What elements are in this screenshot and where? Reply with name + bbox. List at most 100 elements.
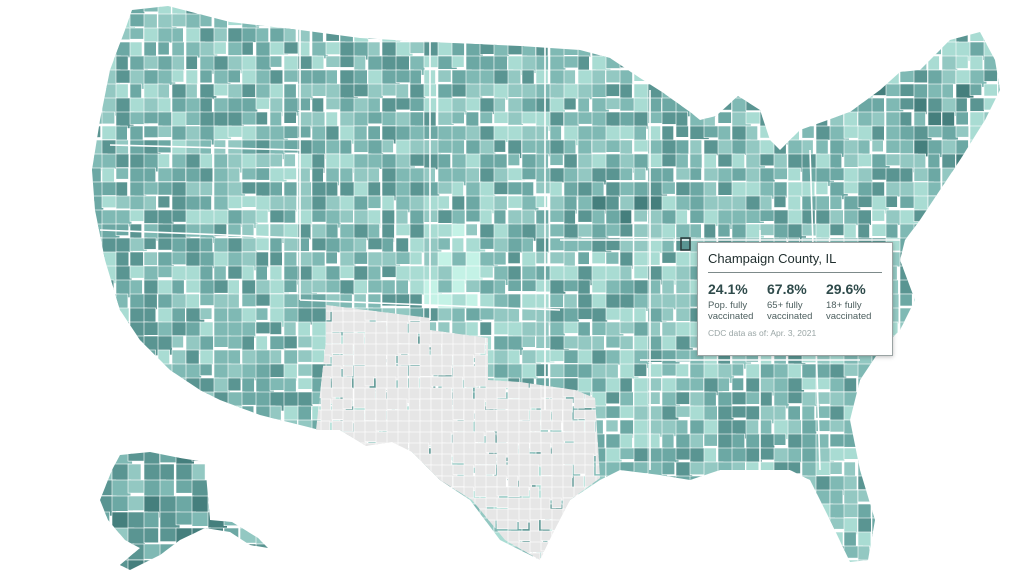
county-cell[interactable] xyxy=(619,489,639,503)
county-cell[interactable] xyxy=(955,153,968,169)
county-cell[interactable] xyxy=(241,293,257,307)
county-cell[interactable] xyxy=(101,321,120,337)
county-cell[interactable] xyxy=(815,489,831,505)
county-cell[interactable] xyxy=(689,559,709,574)
county-cell[interactable] xyxy=(223,559,242,575)
county-cell[interactable] xyxy=(367,489,388,508)
county-cell[interactable] xyxy=(745,405,761,421)
county-cell[interactable] xyxy=(452,541,464,555)
county-cell[interactable] xyxy=(801,41,822,58)
county-cell[interactable] xyxy=(310,552,322,568)
county-cell[interactable] xyxy=(885,503,899,519)
county-cell[interactable] xyxy=(969,195,984,213)
county-cell[interactable] xyxy=(703,545,724,565)
county-cell[interactable] xyxy=(199,13,213,27)
county-cell[interactable] xyxy=(955,69,972,84)
county-cell[interactable] xyxy=(871,419,885,434)
county-cell[interactable] xyxy=(255,307,269,321)
county-cell[interactable] xyxy=(675,489,693,505)
county-cell[interactable] xyxy=(507,27,521,43)
county-cell[interactable] xyxy=(577,83,594,100)
county-cell[interactable] xyxy=(207,448,231,470)
county-cell[interactable] xyxy=(899,251,920,269)
county-cell[interactable] xyxy=(493,13,512,30)
county-cell[interactable] xyxy=(857,447,872,464)
county-cell[interactable] xyxy=(801,55,817,75)
county-cell[interactable] xyxy=(633,503,651,522)
county-cell[interactable] xyxy=(353,519,366,531)
county-cell[interactable] xyxy=(451,223,465,237)
county-cell[interactable] xyxy=(297,97,311,111)
county-cell[interactable] xyxy=(213,83,229,97)
county-cell[interactable] xyxy=(955,223,969,238)
county-cell[interactable] xyxy=(997,307,1017,321)
county-cell[interactable] xyxy=(283,433,303,446)
county-cell[interactable] xyxy=(88,0,104,17)
county-cell[interactable] xyxy=(997,27,1017,41)
county-cell[interactable] xyxy=(899,265,918,282)
county-cell[interactable] xyxy=(927,419,947,432)
county-cell[interactable] xyxy=(997,251,1012,269)
county-cell[interactable] xyxy=(577,293,594,310)
county-cell[interactable] xyxy=(549,0,566,13)
county-cell[interactable] xyxy=(529,519,540,533)
county-cell[interactable] xyxy=(101,433,116,452)
county-cell[interactable] xyxy=(397,453,413,465)
county-cell[interactable] xyxy=(297,349,314,363)
county-cell[interactable] xyxy=(88,349,101,368)
county-cell[interactable] xyxy=(115,223,129,236)
county-cell[interactable] xyxy=(829,83,848,103)
county-cell[interactable] xyxy=(661,0,678,12)
county-cell[interactable] xyxy=(913,335,927,356)
county-cell[interactable] xyxy=(969,209,989,223)
county-cell[interactable] xyxy=(493,139,506,153)
county-cell[interactable] xyxy=(955,419,976,437)
county-cell[interactable] xyxy=(605,83,620,97)
county-cell[interactable] xyxy=(927,181,942,197)
county-cell[interactable] xyxy=(689,223,702,240)
county-cell[interactable] xyxy=(474,541,491,555)
county-cell[interactable] xyxy=(375,486,386,498)
county-cell[interactable] xyxy=(591,251,606,264)
county-cell[interactable] xyxy=(88,391,102,405)
county-cell[interactable] xyxy=(857,27,874,41)
county-cell[interactable] xyxy=(941,321,955,341)
county-cell[interactable] xyxy=(463,486,474,500)
county-cell[interactable] xyxy=(815,461,832,476)
county-cell[interactable] xyxy=(913,293,929,309)
county-cell[interactable] xyxy=(927,545,944,562)
county-cell[interactable] xyxy=(88,167,102,183)
county-cell[interactable] xyxy=(969,27,990,42)
county-cell[interactable] xyxy=(717,391,733,408)
county-cell[interactable] xyxy=(647,41,664,56)
county-cell[interactable] xyxy=(955,251,975,268)
county-cell[interactable] xyxy=(185,419,205,435)
county-cell[interactable] xyxy=(941,209,959,226)
county-cell[interactable] xyxy=(857,41,873,58)
county-cell[interactable] xyxy=(171,69,185,83)
county-cell[interactable] xyxy=(375,497,389,509)
county-cell[interactable] xyxy=(591,503,611,518)
county-cell[interactable] xyxy=(157,419,171,434)
county-cell[interactable] xyxy=(871,377,886,391)
county-cell[interactable] xyxy=(540,464,554,476)
county-cell[interactable] xyxy=(731,55,745,70)
county-cell[interactable] xyxy=(339,559,360,575)
county-cell[interactable] xyxy=(997,0,1018,18)
county-cell[interactable] xyxy=(815,559,829,576)
county-cell[interactable] xyxy=(843,559,861,573)
county-cell[interactable] xyxy=(342,486,354,501)
county-cell[interactable] xyxy=(647,55,662,70)
county-cell[interactable] xyxy=(485,464,496,475)
county-cell[interactable] xyxy=(297,447,312,462)
county-cell[interactable] xyxy=(143,448,160,465)
county-cell[interactable] xyxy=(843,125,861,139)
county-cell[interactable] xyxy=(386,486,400,501)
county-cell[interactable] xyxy=(731,545,748,563)
county-cell[interactable] xyxy=(88,27,107,46)
county-cell[interactable] xyxy=(493,153,508,171)
county-cell[interactable] xyxy=(703,41,722,58)
county-cell[interactable] xyxy=(223,448,242,470)
county-cell[interactable] xyxy=(661,195,677,212)
county-cell[interactable] xyxy=(871,405,892,421)
